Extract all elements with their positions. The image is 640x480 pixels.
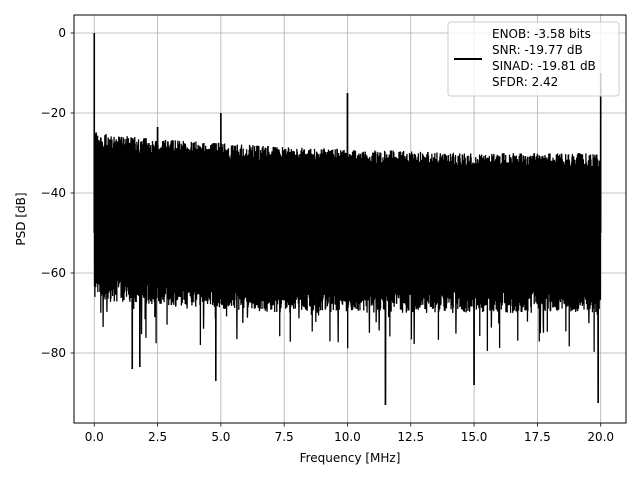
x-tick-label: 20.0 — [587, 430, 614, 444]
y-axis-label: PSD [dB] — [14, 192, 28, 245]
y-tick-label: −40 — [41, 186, 66, 200]
ticks: 0.0 2.5 5.0 7.5 10.0 12.5 15.0 17.5 20.0 0 −20 −40 −… — [41, 26, 614, 444]
y-tick-label: −20 — [41, 106, 66, 120]
x-tick-label: 2.5 — [148, 430, 167, 444]
y-tick-label: 0 — [58, 26, 66, 40]
legend-snr: SNR: -19.77 dB — [492, 43, 583, 57]
x-axis-label: Frequency [MHz] — [300, 451, 401, 465]
legend-box — [447, 21, 620, 97]
legend: ENOB: -3.58 bits SNR: -19.77 dB SINAD: -… — [447, 21, 620, 97]
x-tick-label: 0.0 — [85, 430, 104, 444]
axes-frame — [73, 14, 627, 424]
y-tick-label: −80 — [41, 346, 66, 360]
y-tick-label: −60 — [41, 266, 66, 280]
x-tick-label: 12.5 — [397, 430, 424, 444]
x-tick-label: 5.0 — [211, 430, 230, 444]
x-tick-label: 17.5 — [524, 430, 551, 444]
x-tick-label: 15.0 — [461, 430, 488, 444]
x-tick-label: 7.5 — [275, 430, 294, 444]
x-tick-label: 10.0 — [334, 430, 361, 444]
plot-area — [93, 32, 602, 406]
legend-sinad: SINAD: -19.81 dB — [492, 59, 596, 73]
legend-enob: ENOB: -3.58 bits — [492, 27, 591, 41]
legend-sfdr: SFDR: 2.42 — [492, 75, 558, 89]
